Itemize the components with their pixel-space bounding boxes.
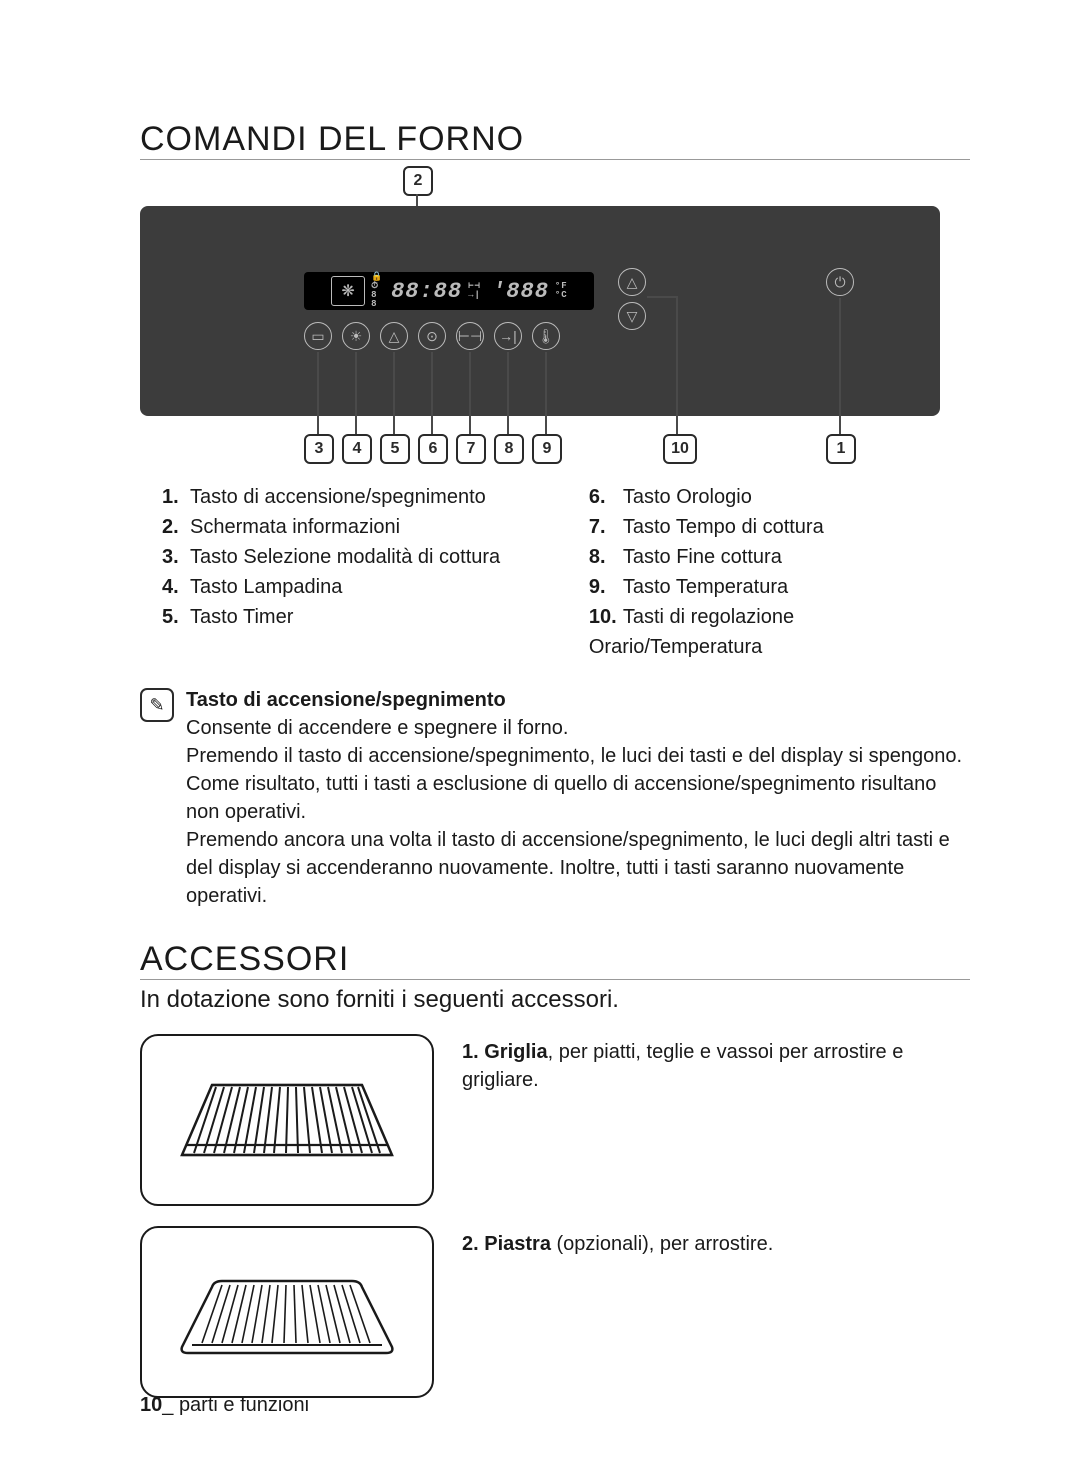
section-title-accessories: ACCESSORI — [140, 940, 970, 980]
lead-line — [839, 298, 841, 434]
controls-legend: Tasto di accensione/spegnimento Schermat… — [140, 482, 970, 662]
mode-indicator-icon: ❋ — [331, 276, 365, 306]
callout-9: 9 — [532, 434, 562, 464]
lead-line — [469, 352, 471, 434]
section-subtitle: In dotazione sono forniti i seguenti acc… — [140, 986, 970, 1014]
legend-item: Schermata informazioni — [160, 512, 557, 542]
legend-item: Tasto Temperatura — [587, 572, 970, 602]
legend-item: Tasti di regolazione Orario/Temperatura — [587, 602, 970, 662]
oven-control-panel: ❋ 🔒 ⏱ 8 8 88:88 ⊢⊣ →| '888 °F °C ▭ ☀ — [140, 206, 940, 416]
callout-6: 6 — [418, 434, 448, 464]
timer-button[interactable]: △ — [380, 322, 408, 350]
info-display: ❋ 🔒 ⏱ 8 8 88:88 ⊢⊣ →| '888 °F °C — [304, 272, 594, 310]
lead-line — [545, 352, 547, 434]
adjust-down-button[interactable]: ▽ — [618, 302, 646, 330]
lead-line — [431, 352, 433, 434]
page-footer: 10_ parti e funzioni — [140, 1394, 309, 1417]
section-title-controls: COMANDI DEL FORNO — [140, 120, 970, 160]
display-sub-digits: 8 8 — [371, 290, 377, 309]
footer-sep: _ — [162, 1394, 179, 1416]
clock-button[interactable]: ⊙ — [418, 322, 446, 350]
accessory-name: Piastra — [484, 1233, 551, 1255]
callout-3: 3 — [304, 434, 334, 464]
accessory-image-piastra — [140, 1226, 434, 1398]
lead-line — [676, 296, 678, 434]
roasting-tray-icon — [172, 1257, 402, 1367]
accessory-name: Griglia — [484, 1041, 547, 1063]
note-paragraph: Consente di accendere e spegnere il forn… — [186, 714, 970, 742]
display-lock-timer-icons: 🔒 ⏱ — [371, 272, 383, 291]
temperature-button[interactable]: 🌡 — [532, 322, 560, 350]
accessory-image-griglia — [140, 1034, 434, 1206]
callout-7: 7 — [456, 434, 486, 464]
note-block: ✎ Tasto di accensione/spegnimento Consen… — [140, 686, 970, 910]
footer-label: parti e funzioni — [179, 1394, 309, 1416]
legend-item: Tasto Tempo di cottura — [587, 512, 970, 542]
accessory-number: 1. — [462, 1041, 479, 1063]
display-unit-c: °C — [555, 290, 568, 300]
control-panel-diagram: 2 ❋ 🔒 ⏱ 8 8 88:88 ⊢⊣ →| '888 °F °C — [140, 166, 940, 466]
end-time-button[interactable]: →| — [494, 322, 522, 350]
display-end-icon: →| — [468, 290, 481, 300]
legend-item: Tasto Orologio — [587, 482, 970, 512]
note-paragraph: Premendo ancora una volta il tasto di ac… — [186, 826, 970, 910]
lamp-button[interactable]: ☀ — [342, 322, 370, 350]
callout-5: 5 — [380, 434, 410, 464]
wire-rack-icon — [172, 1065, 402, 1175]
accessory-desc: (opzionali), per arrostire. — [551, 1233, 773, 1255]
callout-10: 10 — [663, 434, 697, 464]
lead-line — [355, 352, 357, 434]
callout-8: 8 — [494, 434, 524, 464]
note-icon: ✎ — [140, 688, 174, 722]
legend-item: Tasto di accensione/spegnimento — [160, 482, 557, 512]
manual-page: COMANDI DEL FORNO 2 ❋ 🔒 ⏱ 8 8 88:88 ⊢⊣ →… — [0, 0, 1080, 1477]
lead-line — [507, 352, 509, 434]
page-number: 10 — [140, 1394, 162, 1416]
power-button[interactable]: ⏻ — [826, 268, 854, 296]
lead-line — [647, 296, 677, 298]
lead-line — [393, 352, 395, 434]
callout-4: 4 — [342, 434, 372, 464]
display-temp: 888 — [506, 279, 549, 304]
accessory-row: 2. Piastra (opzionali), per arrostire. — [140, 1226, 970, 1398]
lead-line — [317, 352, 319, 434]
callout-2: 2 — [403, 166, 433, 196]
legend-item: Tasto Timer — [160, 602, 557, 632]
legend-item: Tasto Lampadina — [160, 572, 557, 602]
legend-item: Tasto Selezione modalità di cottura — [160, 542, 557, 572]
note-title: Tasto di accensione/spegnimento — [186, 686, 970, 714]
accessory-row: 1. Griglia, per piatti, teglie e vassoi … — [140, 1034, 970, 1206]
mode-select-button[interactable]: ▭ — [304, 322, 332, 350]
note-paragraph: Premendo il tasto di accensione/spegnime… — [186, 742, 970, 826]
accessory-number: 2. — [462, 1233, 479, 1255]
legend-item: Tasto Fine cottura — [587, 542, 970, 572]
callout-1: 1 — [826, 434, 856, 464]
display-time: 88:88 — [391, 279, 462, 304]
cook-time-button[interactable]: ⊢⊣ — [456, 322, 484, 350]
adjust-up-button[interactable]: △ — [618, 268, 646, 296]
